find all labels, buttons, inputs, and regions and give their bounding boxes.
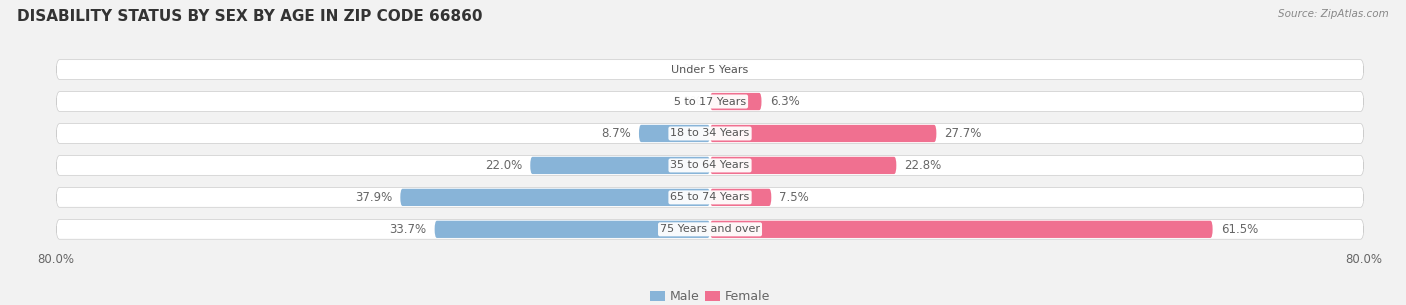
FancyBboxPatch shape: [56, 60, 1364, 80]
FancyBboxPatch shape: [56, 156, 1364, 175]
Text: DISABILITY STATUS BY SEX BY AGE IN ZIP CODE 66860: DISABILITY STATUS BY SEX BY AGE IN ZIP C…: [17, 9, 482, 24]
Text: 22.0%: 22.0%: [485, 159, 522, 172]
FancyBboxPatch shape: [401, 189, 710, 206]
FancyBboxPatch shape: [710, 221, 1212, 238]
Text: 7.5%: 7.5%: [779, 191, 810, 204]
Text: 75 Years and over: 75 Years and over: [659, 224, 761, 234]
FancyBboxPatch shape: [434, 221, 710, 238]
Text: 0.0%: 0.0%: [672, 95, 702, 108]
Text: 22.8%: 22.8%: [904, 159, 942, 172]
Text: 8.7%: 8.7%: [600, 127, 631, 140]
FancyBboxPatch shape: [638, 125, 710, 142]
Text: 65 to 74 Years: 65 to 74 Years: [671, 192, 749, 203]
Text: 0.0%: 0.0%: [672, 63, 702, 76]
FancyBboxPatch shape: [710, 157, 897, 174]
Text: 33.7%: 33.7%: [389, 223, 426, 236]
Text: 5 to 17 Years: 5 to 17 Years: [673, 96, 747, 106]
Text: 18 to 34 Years: 18 to 34 Years: [671, 128, 749, 138]
Text: 37.9%: 37.9%: [354, 191, 392, 204]
FancyBboxPatch shape: [710, 125, 936, 142]
Legend: Male, Female: Male, Female: [645, 285, 775, 305]
Text: 6.3%: 6.3%: [769, 95, 800, 108]
FancyBboxPatch shape: [56, 188, 1364, 207]
FancyBboxPatch shape: [56, 124, 1364, 143]
FancyBboxPatch shape: [710, 93, 762, 110]
Text: 0.0%: 0.0%: [718, 63, 748, 76]
FancyBboxPatch shape: [530, 157, 710, 174]
FancyBboxPatch shape: [56, 92, 1364, 111]
Text: 61.5%: 61.5%: [1220, 223, 1258, 236]
FancyBboxPatch shape: [56, 219, 1364, 239]
Text: 35 to 64 Years: 35 to 64 Years: [671, 160, 749, 170]
Text: Source: ZipAtlas.com: Source: ZipAtlas.com: [1278, 9, 1389, 19]
Text: Under 5 Years: Under 5 Years: [672, 65, 748, 74]
Text: 27.7%: 27.7%: [945, 127, 981, 140]
FancyBboxPatch shape: [710, 189, 772, 206]
